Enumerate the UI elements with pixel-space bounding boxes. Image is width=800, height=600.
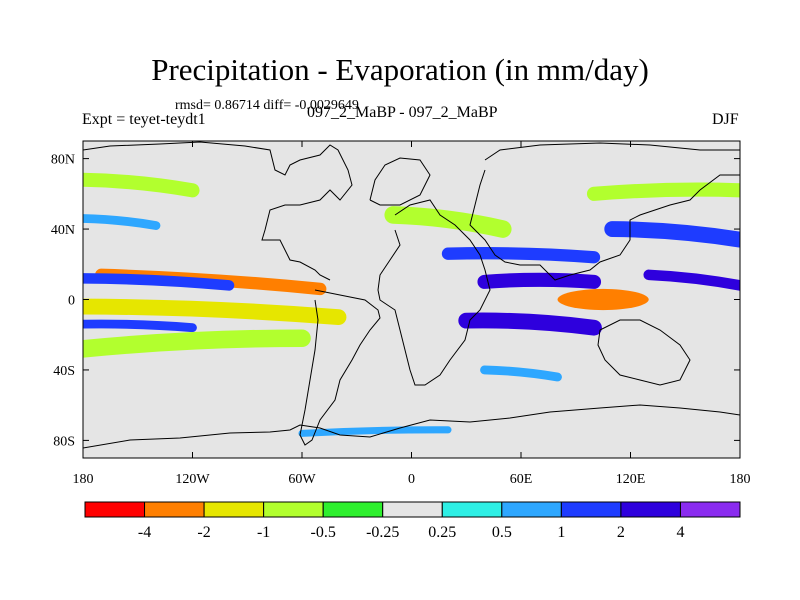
field-feature-3 (83, 298, 347, 326)
colorbar-swatch (144, 501, 205, 518)
field-feature-9 (458, 312, 602, 336)
field-feature-14 (384, 206, 512, 238)
colorbar-swatch (203, 501, 265, 518)
colorbar-swatch (441, 501, 503, 518)
colorbar-swatch (620, 501, 681, 518)
colorbar: -4 -2 -1 -0.5 -0.25 0.25 0.5 1 2 4 (84, 501, 741, 541)
field-feature-2 (83, 273, 235, 291)
colorbar-label: 4 (676, 524, 684, 541)
field-contours (83, 172, 740, 437)
season-label: DJF (712, 111, 739, 128)
colorbar-swatch (560, 501, 622, 518)
coastline-asia (469, 142, 740, 281)
colorbar-label: 2 (617, 524, 625, 541)
coastline-south-america (299, 289, 381, 446)
x-tick-label: 0 (408, 472, 415, 487)
chart-title: Precipitation - Evaporation (in mm/day) (151, 52, 649, 87)
map-field (82, 140, 741, 459)
coastline-north-america (83, 141, 353, 281)
field-feature-13 (604, 221, 740, 248)
x-axis: 180 120W 60W 0 60E 120E 180 (73, 141, 751, 487)
colorbar-swatch (501, 501, 562, 518)
coastline-africa (377, 199, 491, 386)
colorbar-label: 0.25 (428, 524, 456, 541)
x-tick-label: 120W (175, 472, 210, 487)
x-tick-label: 120E (616, 472, 646, 487)
field-feature-12 (643, 269, 740, 291)
x-tick-label: 180 (73, 472, 94, 487)
x-tick-label: 60W (288, 472, 316, 487)
colorbar-swatch (679, 501, 741, 518)
field-feature-7 (83, 172, 200, 198)
y-tick-label: 40N (51, 223, 75, 238)
colorbar-label: -1 (257, 524, 270, 541)
colorbar-label: -0.25 (366, 524, 399, 541)
coastline-australia (597, 319, 691, 386)
y-axis: 80N 40N 0 40S 80S (51, 153, 740, 449)
colorbar-label: -0.5 (311, 524, 336, 541)
colorbar-swatch (263, 501, 324, 518)
coastline-antarctica (83, 404, 740, 449)
rmsd-diff-stats: rmsd= 0.86714 diff= -0.0029649 (175, 98, 359, 113)
y-tick-label: 80S (53, 434, 75, 449)
field-feature-17 (298, 426, 452, 437)
case-subtitle: 097_2_MaBP - 097_2_MaBP (307, 104, 498, 121)
x-tick-label: 180 (730, 472, 751, 487)
y-tick-label: 80N (51, 153, 75, 168)
field-feature-11 (441, 247, 601, 264)
coastlines (83, 141, 740, 449)
colorbar-swatch (322, 501, 384, 518)
field-feature-6 (83, 214, 161, 230)
field-feature-15 (480, 365, 562, 382)
x-tick-label: 60E (510, 472, 533, 487)
colorbar-swatch (382, 501, 443, 518)
field-feature-16 (586, 182, 740, 201)
colorbar-label: -4 (138, 524, 151, 541)
colorbar-label: 1 (557, 524, 565, 541)
field-feature-8 (557, 288, 649, 311)
field-feature-5 (83, 329, 311, 358)
experiment-label: Expt = teyet-teydt1 (82, 111, 206, 128)
colorbar-label: 0.5 (492, 524, 512, 541)
field-feature-4 (83, 319, 197, 333)
field-feature-10 (477, 272, 602, 289)
coastline-greenland (369, 157, 431, 206)
y-tick-label: 40S (53, 364, 75, 379)
colorbar-label: -2 (197, 524, 210, 541)
y-tick-label: 0 (68, 294, 75, 309)
colorbar-swatch (84, 501, 146, 518)
